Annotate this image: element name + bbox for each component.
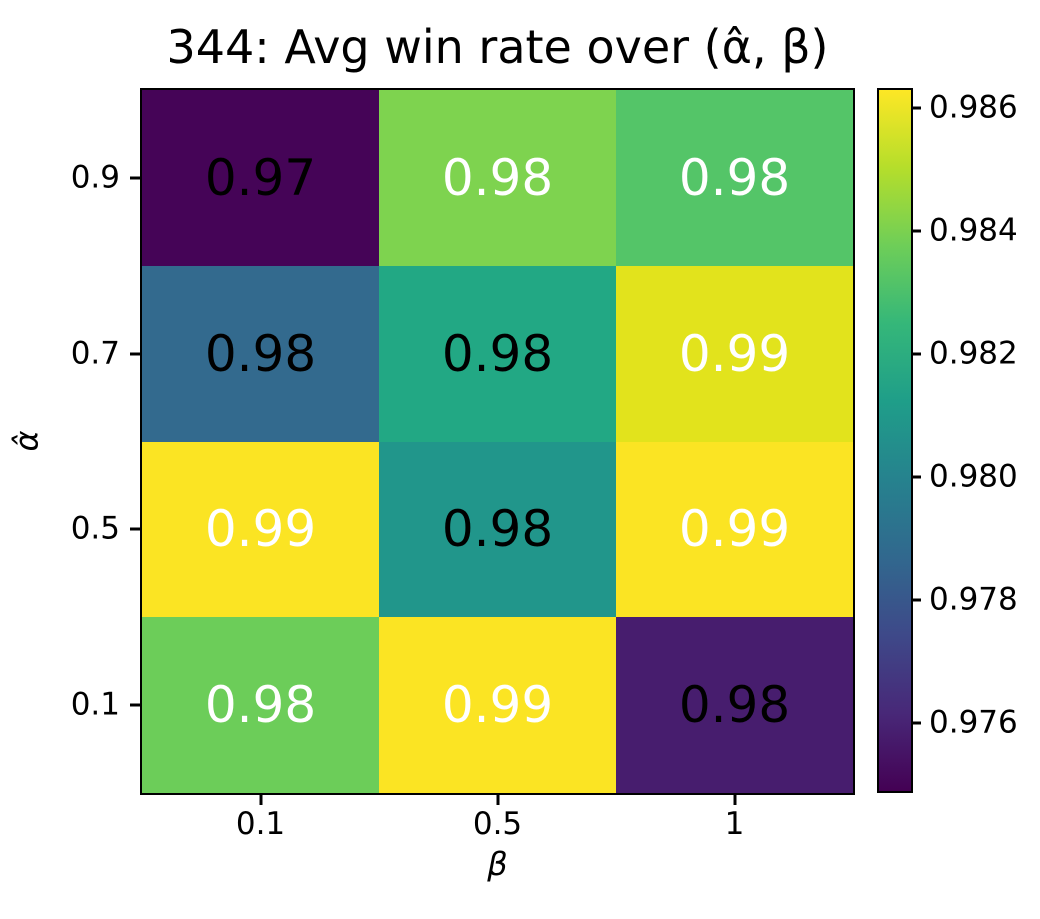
x-tick-mark [259, 793, 262, 805]
colorbar-tick-mark [911, 106, 921, 110]
colorbar-tick-mark [911, 721, 921, 725]
colorbar-tick-label: 0.978 [929, 581, 1018, 618]
y-axis-label: α̂ [7, 430, 46, 452]
y-tick-label: 0.5 [70, 510, 120, 547]
colorbar-gradient [879, 90, 911, 791]
y-tick-mark [130, 352, 142, 356]
x-tick-mark [496, 793, 499, 805]
colorbar-tick-mark [911, 352, 921, 356]
y-tick-label: 0.1 [70, 686, 120, 723]
x-tick-label: 0.5 [472, 806, 523, 842]
x-axis-label: β [487, 845, 508, 883]
y-tick-label: 0.9 [70, 159, 120, 196]
colorbar-tick-mark [911, 475, 921, 479]
heatmap-cell: 0.98 [616, 90, 853, 266]
heatmap-plot: 0.97 0.98 0.98 0.98 0.98 0.99 0.99 0.98 0.99 0.98… [71, 88, 855, 840]
y-tick-mark [130, 527, 142, 531]
x-tick-mark [733, 793, 736, 805]
colorbar-tick-label: 0.980 [929, 458, 1018, 495]
heatmap-grid: 0.97 0.98 0.98 0.98 0.98 0.99 0.99 0.98 0.99 0.98… [142, 90, 853, 793]
y-tick-label: 0.7 [70, 335, 120, 372]
heatmap-cell: 0.98 [379, 90, 616, 266]
heatmap-cell: 0.98 [379, 265, 616, 442]
colorbar-tick-label: 0.976 [929, 704, 1018, 741]
heatmap-cell: 0.97 [142, 90, 379, 266]
colorbar-tick-label: 0.986 [929, 89, 1018, 126]
heatmap-cell: 0.98 [616, 617, 853, 793]
heatmap-cell: 0.98 [142, 265, 379, 442]
y-tick-mark [130, 703, 142, 707]
heatmap-cell: 0.99 [379, 617, 616, 793]
colorbar: 0.986 0.984 0.982 0.980 0.978 0.976 [877, 88, 1018, 793]
chart-title: 344: Avg win rate over (α̂, β) [166, 20, 829, 74]
y-tick-mark [130, 176, 142, 180]
heatmap-cell: 0.99 [142, 441, 379, 618]
colorbar-tick-label: 0.984 [929, 212, 1018, 249]
x-tick-label: 1 [724, 806, 745, 842]
colorbar-tick-mark [911, 598, 921, 602]
colorbar-tick-mark [911, 229, 921, 233]
heatmap-cell: 0.99 [616, 441, 853, 618]
heatmap-cell: 0.99 [616, 265, 853, 442]
x-tick-label: 0.1 [235, 806, 286, 842]
heatmap-cell: 0.98 [142, 617, 379, 793]
colorbar-tick-label: 0.982 [929, 335, 1018, 372]
heatmap-cell: 0.98 [379, 441, 616, 618]
